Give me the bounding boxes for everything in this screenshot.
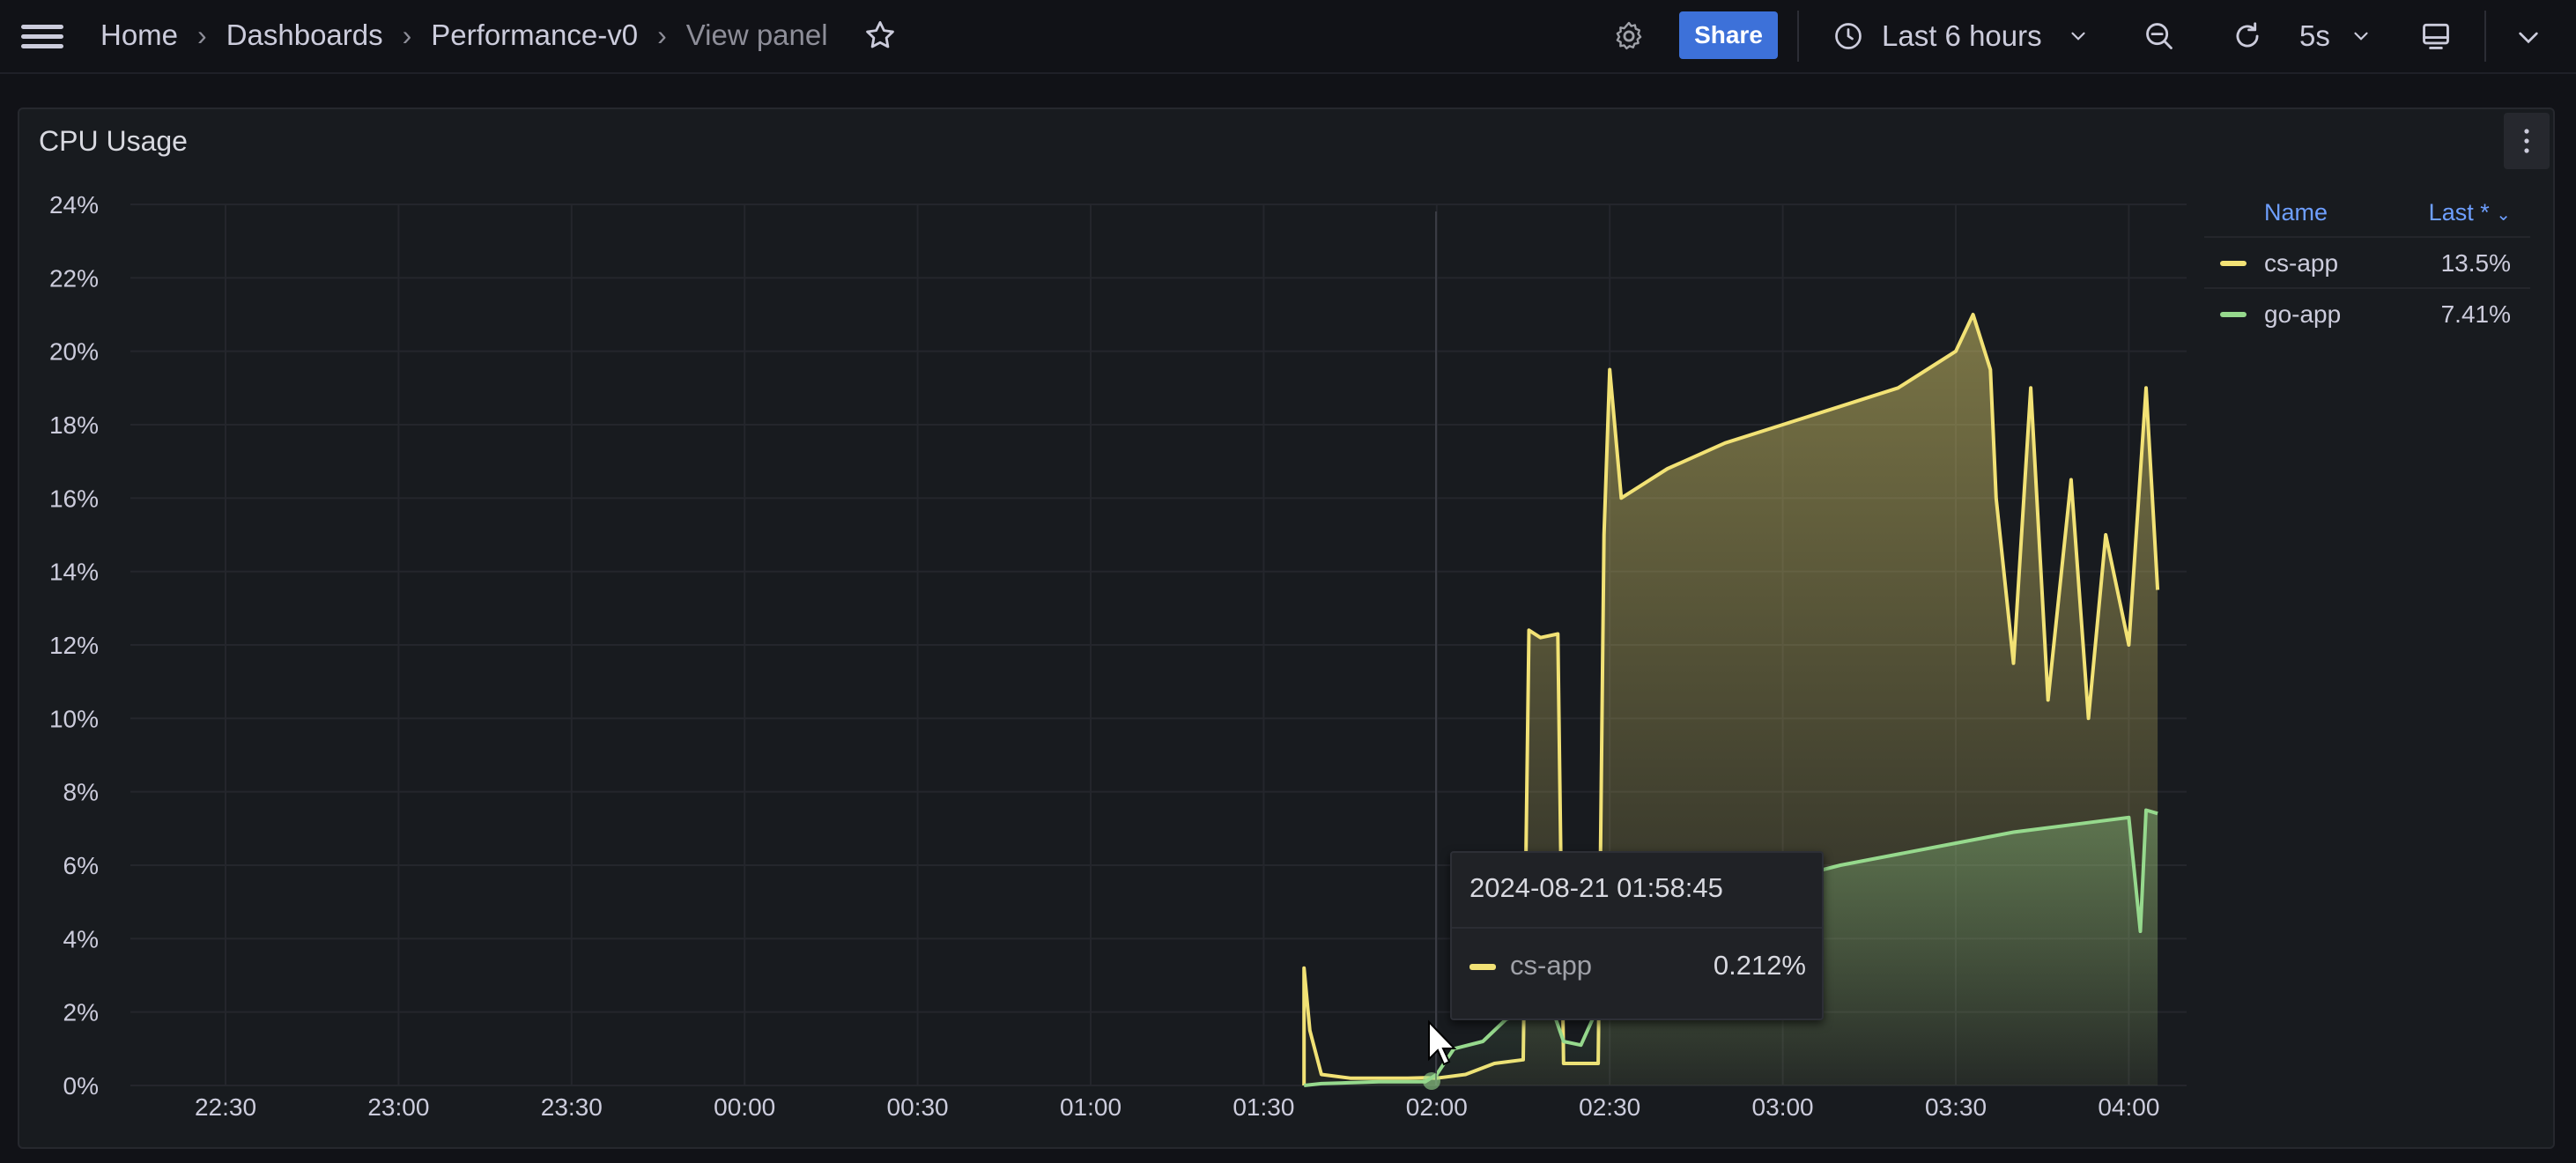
- top-navigation-bar: Home › Dashboards › Performance-v0 › Vie…: [0, 0, 2576, 74]
- x-axis: 22:30 23:00 23:30 00:00 00:30 01:00 01:30 02:00…: [195, 1093, 2159, 1121]
- y-tick-label: 18%: [49, 411, 99, 439]
- legend-series-name: go-app: [2264, 300, 2342, 328]
- chevron-right-icon: ›: [197, 19, 207, 51]
- breadcrumb-dashboards[interactable]: Dashboards: [226, 19, 383, 51]
- tv-mode-icon[interactable]: [2419, 19, 2453, 53]
- legend-col-last[interactable]: Last * ⌄: [2429, 199, 2511, 226]
- time-range-picker[interactable]: Last 6 hours: [1832, 12, 2090, 60]
- y-tick-label: 16%: [49, 485, 99, 512]
- x-tick-label: 01:00: [1060, 1093, 1121, 1121]
- y-tick-label: 20%: [49, 338, 99, 366]
- tooltip-timestamp: 2024-08-21 01:58:45: [1469, 872, 1723, 903]
- panel-title: CPU Usage: [39, 125, 188, 157]
- tooltip-series-value: 0.212%: [1713, 950, 1806, 981]
- y-tick-label: 14%: [49, 559, 99, 586]
- x-tick-label: 01:30: [1232, 1093, 1294, 1121]
- more-vertical-icon: [2524, 129, 2529, 153]
- legend-table: Name Last * ⌄ cs-app 13.5% go-app 7.41%: [2204, 187, 2530, 338]
- breadcrumb-current-page: View panel: [685, 19, 828, 51]
- refresh-icon[interactable]: [2231, 19, 2264, 53]
- chevron-right-icon: ›: [657, 19, 667, 51]
- y-tick-label: 4%: [63, 925, 99, 952]
- y-tick-label: 12%: [49, 632, 99, 659]
- chart-tooltip: 2024-08-21 01:58:45 cs-app 0.212%: [1450, 851, 1824, 1020]
- chevron-down-icon[interactable]: [2514, 23, 2543, 51]
- y-tick-label: 2%: [63, 999, 99, 1026]
- breadcrumb-dashboard[interactable]: Performance-v0: [431, 19, 639, 51]
- hover-point: [1423, 1072, 1440, 1090]
- y-axis: 0% 2% 4% 6% 8% 10% 12% 14% 16% 18% 20% 22% 24%: [49, 191, 99, 1100]
- chevron-right-icon: ›: [402, 19, 412, 51]
- zoom-out-icon[interactable]: [2143, 19, 2176, 53]
- time-range-label: Last 6 hours: [1882, 19, 2042, 52]
- x-tick-label: 00:00: [714, 1093, 775, 1121]
- breadcrumb-home[interactable]: Home: [100, 19, 179, 51]
- tooltip-divider: [1452, 927, 1822, 929]
- y-tick-label: 22%: [49, 264, 99, 292]
- breadcrumb: Home › Dashboards › Performance-v0 › Vie…: [100, 16, 897, 55]
- legend-swatch: [2220, 312, 2247, 317]
- x-tick-label: 22:30: [195, 1093, 256, 1121]
- legend-series-value: 7.41%: [2440, 300, 2511, 328]
- share-button[interactable]: Share: [1679, 11, 1778, 59]
- legend-row[interactable]: cs-app 13.5%: [2204, 236, 2530, 287]
- y-tick-label: 0%: [63, 1072, 99, 1100]
- y-tick-label: 6%: [63, 852, 99, 879]
- legend-row[interactable]: go-app 7.41%: [2204, 287, 2530, 338]
- tooltip-series-name: cs-app: [1510, 950, 1593, 981]
- toolbar-divider: [1797, 11, 1799, 62]
- refresh-interval-label: 5s: [2299, 19, 2330, 52]
- legend-col-name[interactable]: Name: [2264, 199, 2328, 226]
- chevron-down-icon: ⌄: [2496, 205, 2511, 225]
- x-tick-label: 03:30: [1925, 1093, 1987, 1121]
- legend-series-value: 13.5%: [2440, 249, 2511, 277]
- y-tick-label: 10%: [49, 705, 99, 732]
- x-tick-label: 03:00: [1752, 1093, 1814, 1121]
- mouse-cursor-icon: [1428, 1019, 1457, 1066]
- x-tick-label: 04:00: [2098, 1093, 2159, 1121]
- x-tick-label: 23:00: [367, 1093, 429, 1121]
- chevron-down-icon: [2354, 32, 2368, 41]
- x-tick-label: 02:00: [1406, 1093, 1468, 1121]
- legend-swatch: [2220, 261, 2247, 266]
- y-tick-label: 24%: [49, 191, 99, 219]
- series-line-cs-app: [1302, 313, 2160, 1085]
- menu-icon[interactable]: [21, 19, 63, 53]
- clock-icon: [1835, 23, 1862, 49]
- panel-menu-button[interactable]: [2504, 113, 2550, 169]
- toolbar-divider: [2484, 11, 2486, 62]
- x-tick-label: 23:30: [541, 1093, 603, 1121]
- x-tick-label: 00:30: [887, 1093, 949, 1121]
- legend-header: Name Last * ⌄: [2204, 187, 2530, 236]
- gear-icon[interactable]: [1612, 19, 1646, 53]
- legend-col-last-label: Last *: [2428, 199, 2490, 226]
- x-tick-label: 02:30: [1579, 1093, 1640, 1121]
- y-tick-label: 8%: [63, 779, 99, 806]
- legend-series-name: cs-app: [2264, 249, 2339, 277]
- star-icon[interactable]: [863, 19, 897, 52]
- chevron-down-icon: [2071, 32, 2085, 41]
- refresh-interval-picker[interactable]: 5s: [2299, 12, 2372, 60]
- tooltip-swatch: [1469, 964, 1496, 970]
